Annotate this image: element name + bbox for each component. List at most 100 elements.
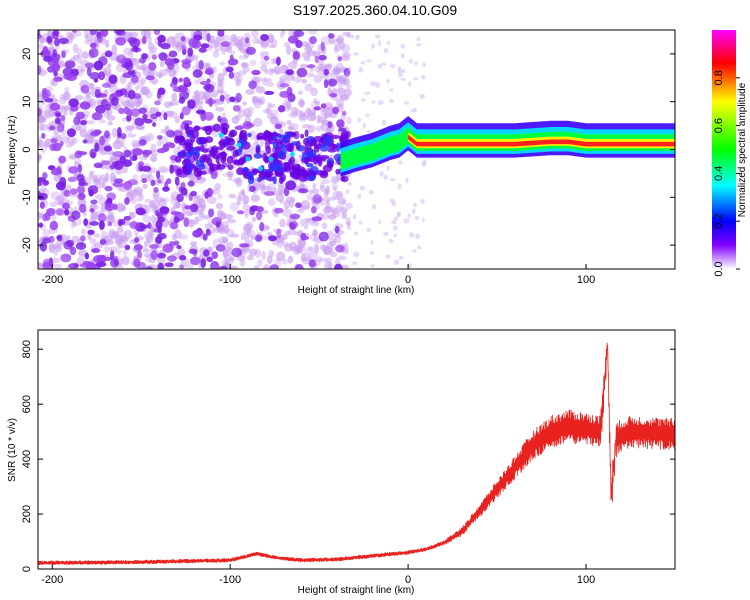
heatmap-cell: [330, 134, 340, 140]
heatmap-cell: [298, 176, 309, 182]
heatmap-cell: [263, 129, 270, 139]
heatmap-cell: [243, 195, 250, 205]
heatmap-cell: [222, 141, 228, 148]
heatmap-cell: [54, 38, 60, 47]
heatmap-cell: [371, 204, 377, 210]
heatmap-cell: [321, 222, 328, 230]
heatmap-cell: [117, 240, 128, 249]
heatmap-cell: [242, 101, 248, 106]
colorbar: 0.0 0.2 0.4 0.6 0.8 Normalized spectral ampl…: [712, 30, 748, 277]
heatmap-cell: [152, 122, 157, 127]
heatmap-cell: [245, 156, 251, 162]
heatmap-cell: [52, 244, 61, 250]
heatmap-cell: [214, 183, 221, 190]
heatmap-cell: [334, 44, 342, 52]
heatmap-cell: [364, 91, 371, 95]
heatmap-cell: [95, 261, 107, 268]
heatmap-cell: [100, 30, 109, 37]
heatmap-cell: [89, 208, 95, 213]
heatmap-cell: [174, 156, 182, 163]
heatmap-cell: [138, 107, 148, 114]
heatmap-cell: [413, 107, 417, 113]
heatmap-cell: [80, 235, 86, 242]
heatmap-cell: [156, 140, 162, 147]
heatmap-cell: [106, 214, 114, 223]
heatmap-cell: [117, 219, 123, 227]
heatmap-cell: [129, 221, 141, 230]
heatmap-cell: [195, 109, 206, 115]
heatmap-cell: [38, 222, 44, 228]
heatmap-cell: [57, 234, 63, 242]
heatmap-cell: [265, 145, 271, 155]
heatmap-cell: [76, 173, 85, 182]
heatmap-cell: [197, 204, 207, 209]
heatmap-cell: [215, 155, 220, 164]
heatmap-cell: [139, 224, 150, 229]
heatmap-cell: [93, 255, 104, 263]
heatmap-cell: [389, 88, 394, 92]
heatmap-cell: [38, 154, 43, 160]
heatmap-cell: [400, 52, 405, 59]
heatmap-cell: [101, 178, 107, 189]
heatmap-cell: [366, 129, 371, 134]
heatmap-cell: [312, 188, 320, 196]
heatmap-cell: [275, 138, 284, 144]
heatmap-cell: [104, 130, 110, 139]
heatmap-cell: [42, 172, 48, 179]
heatmap-cell: [53, 76, 63, 82]
heatmap-cell: [282, 208, 293, 217]
heatmap-cell: [308, 259, 317, 268]
heatmap-cell: [157, 147, 167, 154]
heatmap-cell: [242, 66, 250, 73]
heatmap-cell: [377, 40, 381, 46]
heatmap-cell: [411, 208, 416, 215]
heatmap-cell: [143, 243, 149, 252]
heatmap-cell: [43, 55, 54, 62]
heatmap-cell: [38, 181, 43, 187]
heatmap-cell: [63, 240, 73, 250]
heatmap-cell: [340, 55, 351, 62]
heatmap-cell: [138, 139, 147, 146]
heatmap-cell: [245, 113, 253, 118]
heatmap-cell: [69, 188, 78, 195]
heatmap-cell: [171, 92, 178, 102]
heatmap-cell: [296, 163, 301, 174]
heatmap-cell: [58, 155, 67, 164]
heatmap-cell: [332, 106, 340, 115]
heatmap-cell: [193, 216, 199, 225]
heatmap-cell: [59, 140, 64, 147]
heatmap-cell: [107, 246, 113, 252]
heatmap-cell: [227, 164, 234, 171]
heatmap-cell: [362, 123, 366, 128]
heatmap-cell: [174, 135, 180, 144]
heatmap-cell: [386, 40, 391, 45]
heatmap-cell: [38, 114, 46, 124]
heatmap-cell: [323, 246, 333, 256]
heatmap-cell: [53, 173, 62, 182]
heatmap-cell: [38, 123, 45, 131]
heatmap-cell: [393, 233, 398, 238]
heatmap-cell: [251, 95, 257, 105]
heatmap-cell: [204, 191, 209, 200]
page-title: S197.2025.360.04.10.G09: [292, 2, 458, 18]
heatmap-cell: [274, 123, 282, 130]
heatmap-cell: [347, 182, 353, 186]
heatmap-cell: [61, 50, 66, 59]
heatmap-cell: [352, 214, 357, 220]
heatmap-cell: [122, 164, 129, 174]
heatmap-cell: [187, 162, 194, 169]
heatmap-cell: [244, 208, 249, 219]
heatmap-cell: [215, 244, 226, 252]
heatmap-cell: [38, 30, 41, 37]
heatmap-cell: [90, 211, 98, 221]
colorbar-gradient: [712, 30, 736, 269]
heatmap-cell: [415, 233, 420, 240]
heatmap-cell: [323, 136, 332, 146]
snr-xtick-label: -100: [219, 574, 241, 586]
heatmap-cell: [400, 77, 406, 81]
heatmap-cell: [176, 168, 182, 176]
heatmap-cell: [127, 133, 137, 138]
heatmap-cell: [155, 235, 163, 244]
heatmap-cell: [304, 157, 312, 163]
